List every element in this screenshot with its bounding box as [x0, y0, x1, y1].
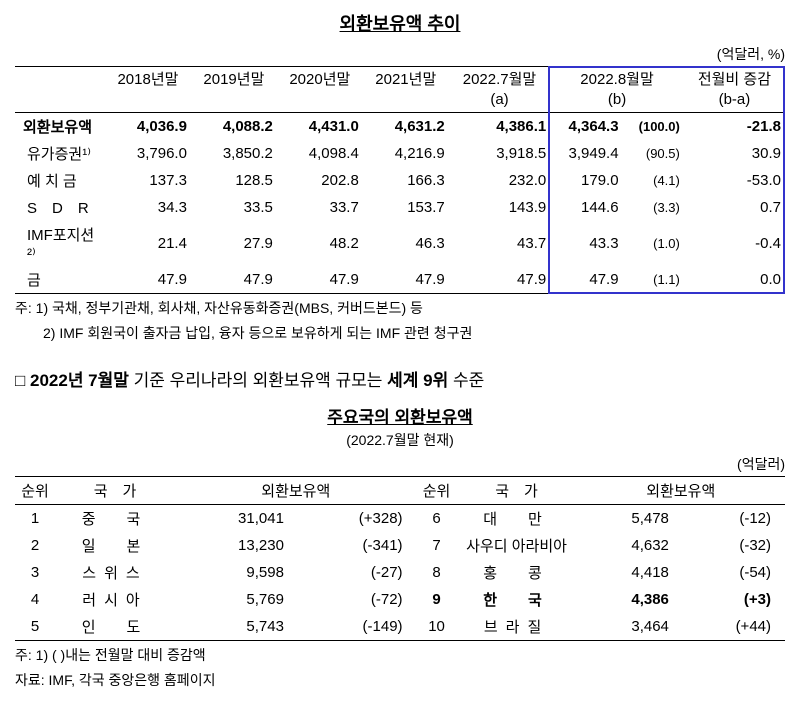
col-diff-val: 30.9 [684, 140, 785, 167]
col-b-val: 43.3 [550, 221, 622, 266]
row-label: 금 [15, 266, 105, 294]
col-diff-val: -53.0 [684, 167, 785, 194]
table-row: 4러시아5,769(-72)9한 국4,386(+3) [15, 586, 785, 613]
table1-note2: 2) IMF 회원국이 출자금 납입, 융자 등으로 보유하게 되는 IMF 관… [15, 323, 785, 344]
table-row: 2일 본13,230(-341)7사우디 아라비아4,632(-32) [15, 532, 785, 559]
col-diff: 전월비 증감(b-a) [684, 67, 785, 113]
row-label: S D R [15, 194, 105, 221]
section-statement: □ 2022년 7월말 기준 우리나라의 외환보유액 규모는 세계 9위 수준 [15, 366, 785, 391]
table-row: IMF포지션²⁾21.427.948.246.343.743.3(1.0)-0.… [15, 221, 785, 266]
table-header-row: 2018년말 2019년말 2020년말 2021년말 2022.7월말(a) … [15, 67, 785, 113]
country-reserves-table: 순위 국 가 외환보유액 순위 국 가 외환보유액 1중 국31,041(+32… [15, 476, 785, 641]
col-b-val: 4,364.3 [550, 113, 622, 141]
reserves-trend-table: 2018년말 2019년말 2020년말 2021년말 2022.7월말(a) … [15, 66, 785, 294]
table2-title-note: (2022.7월말 현재) [15, 430, 785, 450]
table1-container: 2018년말 2019년말 2020년말 2021년말 2022.7월말(a) … [15, 66, 785, 294]
table-row: 5인 도5,743(-149)10브라질3,464(+44) [15, 613, 785, 641]
table1-title: 외환보유액 추이 [15, 10, 785, 36]
row-label: IMF포지션²⁾ [15, 221, 105, 266]
col-b-val: 47.9 [550, 266, 622, 294]
table-row: 1중 국31,041(+328)6대 만5,478(-12) [15, 505, 785, 533]
table1-unit: (억달러, %) [15, 44, 785, 64]
table-row: 3스위스9,598(-27)8홍 콩4,418(-54) [15, 559, 785, 586]
table2-title: 주요국의 외환보유액 [15, 403, 785, 428]
table2-unit: (억달러) [15, 454, 785, 474]
table-row: 금47.947.947.947.947.947.9(1.1)0.0 [15, 266, 785, 294]
col-b-val: 179.0 [550, 167, 622, 194]
table2-note1: 주: 1) ( )내는 전월말 대비 증감액 [15, 645, 785, 666]
table-row: 유가증권¹⁾3,796.03,850.24,098.44,216.93,918.… [15, 140, 785, 167]
row-label: 예 치 금 [15, 167, 105, 194]
col-diff-val: -21.8 [684, 113, 785, 141]
table-header-row: 순위 국 가 외환보유액 순위 국 가 외환보유액 [15, 477, 785, 505]
col-diff-val: 0.0 [684, 266, 785, 294]
col-diff-val: 0.7 [684, 194, 785, 221]
col-b-val: 144.6 [550, 194, 622, 221]
col-a: 2022.7월말(a) [449, 67, 551, 113]
col-diff-val: -0.4 [684, 221, 785, 266]
col-b: 2022.8월말(b) [550, 67, 684, 113]
table-row: 예 치 금137.3128.5202.8166.3232.0179.0(4.1)… [15, 167, 785, 194]
table-row: 외환보유액4,036.94,088.24,431.04,631.24,386.1… [15, 113, 785, 141]
table-row: S D R34.333.533.7153.7143.9144.6(3.3)0.7 [15, 194, 785, 221]
table2-note2: 자료: IMF, 각국 중앙은행 홈페이지 [15, 670, 785, 691]
row-label: 유가증권¹⁾ [15, 140, 105, 167]
table1-note1: 주: 1) 국채, 정부기관채, 회사채, 자산유동화증권(MBS, 커버드본드… [15, 298, 785, 319]
row-label: 외환보유액 [15, 113, 105, 141]
col-b-val: 3,949.4 [550, 140, 622, 167]
